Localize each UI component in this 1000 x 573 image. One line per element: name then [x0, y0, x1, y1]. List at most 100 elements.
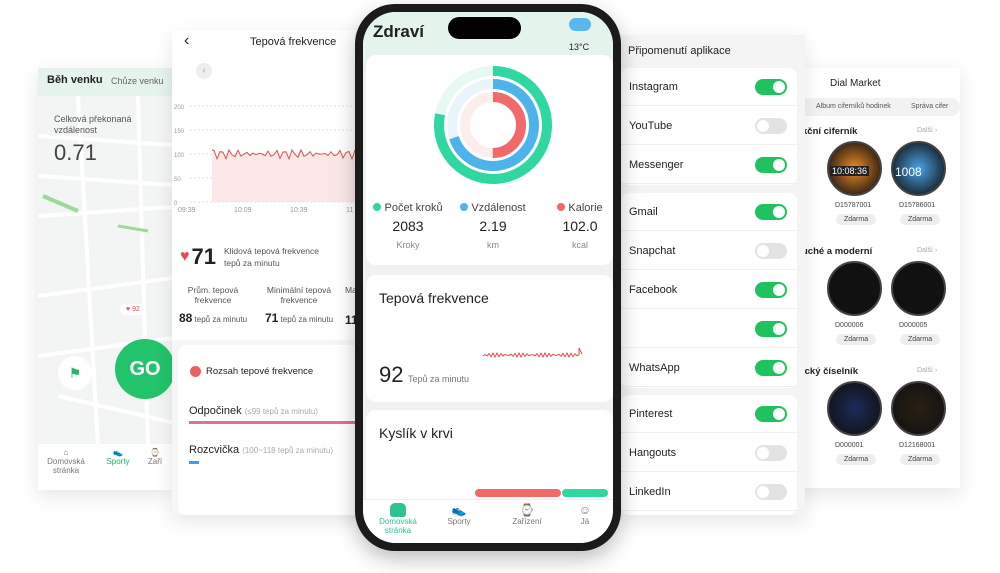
face-icon: ☺ — [578, 503, 592, 517]
app-row: LinkedIn — [621, 473, 805, 511]
metric-label: Počet kroků — [384, 202, 443, 214]
app-row: Messenger — [621, 146, 805, 184]
section-title: uché a moderní — [802, 246, 873, 257]
distance-ring — [447, 79, 539, 171]
dial-market-screen: Dial Market Album ciferníků hodinek Sprá… — [780, 68, 960, 488]
nav-sports[interactable]: 👟 Sporty — [88, 448, 148, 466]
more-link[interactable]: Další › — [917, 127, 938, 134]
watch-face[interactable] — [891, 261, 946, 316]
app-toggle[interactable] — [755, 445, 787, 461]
stat-min-value: 71 — [264, 311, 279, 325]
app-name: Messenger — [629, 158, 684, 171]
tab-manage[interactable]: Správa cifer — [911, 103, 949, 110]
y-tick: 150 — [174, 129, 185, 135]
nav-me[interactable]: ☺ Já — [565, 503, 605, 526]
home-icon — [390, 503, 406, 517]
dial-id: D15786001 — [899, 202, 936, 209]
stat-avg-unit: tepů za minutu — [194, 315, 248, 324]
home-icon: ⌂ — [63, 448, 69, 457]
app-notifications-screen: Připomenutí aplikace Instagram YouTube Mes… — [621, 35, 805, 515]
hr-line — [211, 148, 371, 161]
range-rest-detail: (≤99 tepů za minutu) — [244, 407, 318, 416]
flag-button[interactable]: ⚑ — [58, 356, 92, 390]
stat-min: Minimální tepová frekvence 71 tepů za min… — [257, 285, 341, 325]
more-link[interactable]: Další › — [917, 367, 938, 374]
free-button[interactable]: Zdarma — [900, 454, 941, 465]
heart-icon: ♥ — [180, 248, 190, 265]
app-toggle[interactable] — [755, 282, 787, 298]
stat-max: Ma 11 — [345, 285, 358, 327]
app-toggle[interactable] — [755, 360, 787, 376]
go-button[interactable]: GO — [115, 339, 172, 399]
nav-me-label: Já — [580, 517, 590, 526]
resting-hr: ♥ 71 Klidová tepová frekvence tepů za min… — [180, 244, 319, 270]
range-rest: Odpočinek (≤99 tepů za minutu) — [189, 405, 318, 417]
dial-id: D000006 — [835, 322, 864, 329]
flame-icon — [557, 203, 566, 211]
activity-card[interactable] — [366, 55, 613, 265]
app-row: Snapchat — [621, 232, 805, 270]
app-toggle[interactable] — [755, 321, 787, 337]
heart-rate-sparkline — [483, 347, 583, 359]
back-button[interactable]: ‹ — [184, 32, 190, 49]
spo2-bar-green — [562, 489, 608, 497]
prev-day-button[interactable]: ‹ — [196, 63, 212, 79]
app-toggle[interactable] — [755, 79, 787, 95]
range-icon — [190, 366, 201, 377]
app-name: Hangouts — [629, 446, 677, 459]
nav-sports-label: Sporty — [106, 457, 130, 466]
map — [38, 96, 172, 446]
free-button[interactable]: Zdarma — [900, 334, 941, 345]
nav-home[interactable]: Domovská stránka — [368, 503, 428, 535]
app-toggle[interactable] — [755, 406, 787, 422]
hr-value: 92 Tepů za minutu — [379, 362, 469, 387]
app-toggle[interactable] — [755, 204, 787, 220]
tab-outdoor-walk[interactable]: Chůze venku — [111, 76, 164, 86]
weather-temp: 13°C — [569, 42, 590, 52]
app-name: Gmail — [629, 205, 658, 218]
nav-home[interactable]: ⌂ Domovská stránka — [38, 448, 96, 475]
free-button[interactable]: Zdarma — [900, 214, 941, 225]
watch-face[interactable] — [891, 141, 946, 196]
tab-album[interactable]: Album ciferníků hodinek — [816, 103, 891, 110]
app-row: YouTube — [621, 107, 805, 145]
nav-sports-label: Sporty — [447, 517, 471, 526]
watch-face[interactable] — [827, 261, 882, 316]
app-toggle[interactable] — [755, 157, 787, 173]
heart-rate-card[interactable] — [366, 275, 613, 402]
section-title: kční ciferník — [802, 126, 858, 137]
y-tick: 0 — [174, 201, 178, 207]
free-button[interactable]: Zdarma — [836, 214, 877, 225]
tab-outdoor-run[interactable]: Běh venku — [47, 74, 103, 86]
more-link[interactable]: Další › — [917, 247, 938, 254]
y-tick: 50 — [174, 177, 181, 183]
range-rest-name: Odpočinek — [189, 405, 242, 417]
location-pin-icon — [460, 203, 469, 211]
dial-id: D15787001 — [835, 202, 872, 209]
nav-sports[interactable]: 👟 Sporty — [429, 503, 489, 526]
free-button[interactable]: Zdarma — [836, 334, 877, 345]
stat-max-label: Ma — [345, 285, 357, 295]
app-row — [621, 310, 805, 348]
app-toggle[interactable] — [755, 243, 787, 259]
stat-avg-label: Prům. tepová frekvence — [187, 285, 239, 305]
free-button[interactable]: Zdarma — [836, 454, 877, 465]
shoe-icon: 👟 — [451, 503, 467, 517]
nav-device[interactable]: ⌚ Zaří — [138, 448, 172, 466]
app-toggle[interactable] — [755, 484, 787, 500]
watch-face[interactable] — [827, 381, 882, 436]
steps-ring — [434, 66, 552, 184]
metric-unit: kcal — [571, 240, 588, 250]
dynamic-island — [448, 17, 521, 39]
app-name: Pinterest — [629, 407, 673, 420]
nav-home-label: Domovská stránka — [47, 457, 85, 475]
stat-min-label: Minimální tepová frekvence — [266, 285, 332, 305]
resting-hr-label: Klidová tepová frekvence — [223, 246, 319, 256]
watch-face[interactable] — [891, 381, 946, 436]
app-toggle[interactable] — [755, 118, 787, 134]
heart-rate-screen: ‹ Tepová frekvence ‹ 200 150 100 50 0 09:39 10… — [172, 30, 372, 515]
resting-hr-value: 71 — [191, 244, 216, 269]
nav-device[interactable]: ⌚ Zařízení — [497, 503, 557, 526]
hr-card-title: Tepová frekvence — [379, 290, 489, 306]
metric-value: 2083 — [392, 218, 424, 234]
